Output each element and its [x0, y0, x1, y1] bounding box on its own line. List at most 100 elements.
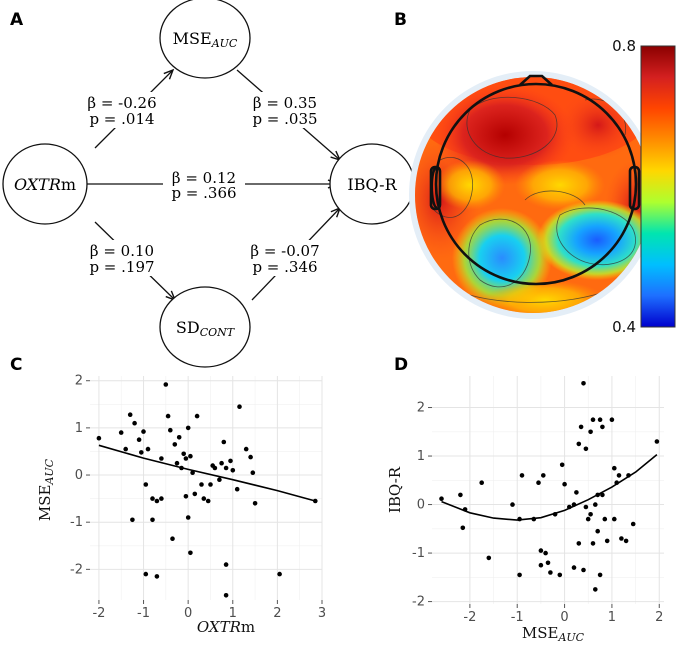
chart-d-data-point — [458, 492, 463, 498]
panel-d: D -2 -1 0 1 2 -2 -1 0 1 2 MSEAUC IBQ-R — [386, 355, 664, 644]
chart-c-data-point — [159, 496, 164, 501]
chart-c-data-point — [221, 439, 227, 445]
svg-text:OXTRm: OXTRm — [14, 175, 76, 194]
chart-c-data-point — [174, 460, 180, 466]
chart-d-data-point — [602, 516, 608, 522]
scatter-chart-c: -2 -1 0 1 2 3 -2 -1 0 1 2 — [70, 374, 326, 621]
panel-b-letter: B — [394, 10, 407, 30]
chart-c-data-point — [217, 477, 222, 483]
chart-c-data-point — [223, 593, 229, 598]
chart-d-data-point — [541, 473, 546, 478]
chart-d-data-point — [612, 516, 617, 522]
chart-d-data-point — [567, 504, 572, 510]
chart-d-data-point — [576, 541, 582, 546]
chart-d-data-point — [609, 417, 615, 423]
chart-d-plot-area — [432, 376, 664, 604]
chart-d-data-point — [590, 541, 596, 546]
panel-a: A MSEAUC OXTRm IBQ-R SDCONT — [2, 0, 415, 368]
chart-d-data-point — [543, 550, 548, 556]
chart-d-data-point — [595, 528, 600, 534]
colorbar-min-label: 0.4 — [612, 318, 636, 336]
chart-c-data-point — [192, 491, 198, 497]
chart-c-data-point — [237, 404, 242, 410]
chart-c-xlabel: OXTRm — [197, 618, 255, 636]
chart-d-data-point — [545, 560, 551, 566]
chart-c-ytick-label: 0 — [75, 468, 83, 483]
chart-d-data-point — [590, 417, 596, 423]
chart-d-data-point — [588, 429, 593, 435]
chart-c-data-point — [230, 468, 236, 473]
chart-d-data-point — [597, 572, 603, 578]
chart-d-data-point — [510, 502, 515, 507]
chart-d-data-point — [630, 521, 636, 527]
chart-c-data-point — [96, 435, 102, 441]
chart-d-data-point — [548, 570, 553, 575]
chart-c-data-point — [188, 453, 193, 459]
panel-d-letter: D — [394, 355, 408, 375]
svg-text:β = 0.35: β = 0.35 — [253, 94, 317, 112]
chart-c-data-point — [188, 550, 193, 556]
chart-c-xtick-label: -1 — [137, 606, 150, 621]
colorbar: 0.8 0.4 — [612, 37, 676, 336]
mediation-diagram: MSEAUC OXTRm IBQ-R SDCONT β = -0.26 p = … — [2, 0, 415, 368]
chart-c-data-point — [127, 412, 133, 418]
chart-d-ytick-label: -1 — [412, 546, 425, 561]
coef-mse-ibq: β = 0.35 p = .035 — [248, 92, 322, 128]
chart-c-ytick-label: -1 — [70, 515, 83, 530]
chart-d-data-point — [626, 473, 631, 478]
chart-d-data-point — [479, 480, 485, 486]
chart-d-data-point — [574, 490, 579, 495]
chart-c-data-point — [163, 382, 169, 387]
chart-c-data-point — [143, 482, 149, 487]
chart-d-data-point — [600, 424, 605, 430]
chart-d-data-point — [562, 481, 567, 487]
chart-d-data-point — [557, 572, 563, 578]
svg-text:β = -0.07: β = -0.07 — [250, 242, 319, 260]
chart-c-data-point — [208, 482, 213, 487]
chart-c-data-point — [185, 515, 191, 520]
chart-d-data-point — [616, 473, 622, 478]
chart-d-data-point — [597, 417, 603, 423]
svg-text:SDCONT: SDCONT — [176, 318, 236, 339]
chart-d-data-point — [571, 565, 577, 570]
chart-d-data-point — [578, 424, 584, 430]
chart-c-data-point — [219, 460, 224, 466]
chart-c-data-point — [179, 465, 184, 471]
chart-c-data-point — [170, 536, 175, 541]
chart-c-data-point — [123, 446, 128, 452]
chart-c-ytick-label: 2 — [75, 374, 83, 389]
chart-d-data-point — [576, 441, 582, 447]
chart-d-data-point — [439, 496, 444, 502]
panel-a-letter: A — [10, 10, 24, 30]
nose-shape — [519, 74, 553, 86]
chart-c-data-point — [212, 465, 218, 471]
chart-c-ytick-label: -2 — [70, 562, 83, 577]
chart-c-data-point — [136, 437, 142, 443]
chart-d-xtick-label: -1 — [511, 610, 524, 625]
chart-c-data-point — [150, 517, 155, 523]
chart-d-data-point — [583, 446, 589, 452]
chart-c-xtick-label: 2 — [273, 606, 281, 621]
chart-d-data-point — [593, 587, 598, 592]
chart-c-data-point — [201, 496, 207, 501]
chart-d-data-point — [600, 492, 605, 498]
chart-d-fit-curve — [441, 453, 658, 521]
chart-c-data-point — [205, 498, 211, 504]
panel-b: B — [394, 10, 676, 336]
chart-c-data-point — [190, 470, 195, 476]
chart-d-ytick-label: 1 — [417, 449, 425, 464]
chart-c-data-point — [159, 456, 164, 461]
chart-c-ytick-label: 1 — [75, 421, 83, 436]
chart-c-data-point — [145, 446, 151, 452]
svg-text:p = .014: p = .014 — [89, 110, 154, 128]
svg-text:p = .197: p = .197 — [89, 258, 154, 276]
chart-d-data-point — [581, 381, 586, 386]
chart-c-data-point — [223, 465, 229, 471]
chart-d-data-point — [623, 538, 629, 544]
chart-d-ytick-label: 0 — [417, 498, 425, 513]
head-outline — [429, 74, 641, 286]
chart-d-data-point — [462, 507, 468, 512]
svg-text:β = -0.26: β = -0.26 — [87, 94, 156, 112]
chart-c-data-point — [176, 435, 182, 440]
